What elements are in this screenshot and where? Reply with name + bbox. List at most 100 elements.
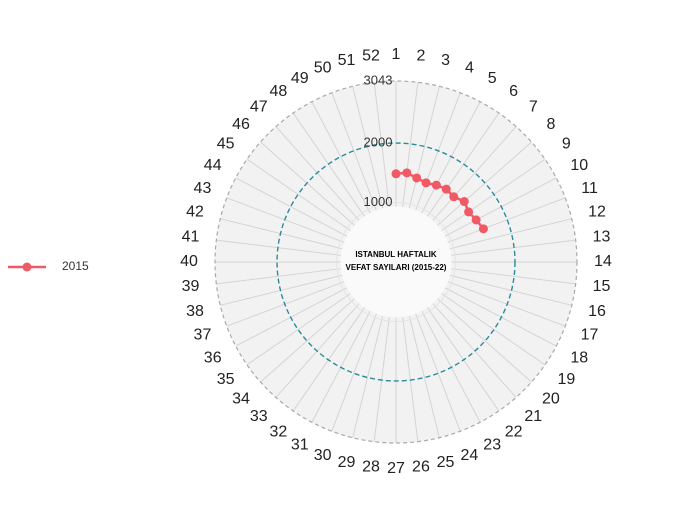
spoke [311, 101, 371, 214]
x-tick-label: 51 [338, 52, 356, 69]
x-tick-label: 19 [557, 371, 575, 388]
spoke [311, 310, 371, 423]
x-tick-label: 31 [291, 437, 309, 454]
spoke [292, 307, 365, 412]
spoke [235, 177, 348, 237]
spoke [260, 298, 355, 383]
spoke [292, 112, 365, 217]
spoke [432, 303, 517, 398]
x-tick-label: 34 [232, 390, 250, 407]
spoke [441, 158, 546, 231]
x-tick-label: 44 [204, 157, 222, 174]
x-tick-label: 43 [194, 180, 212, 197]
x-tick-label: 12 [588, 204, 606, 221]
x-tick-label: 46 [232, 116, 250, 133]
legend-marker [22, 262, 32, 272]
x-tick-label: 20 [542, 390, 560, 407]
spoke [226, 197, 345, 243]
x-tick-label: 11 [581, 180, 598, 197]
spoke [275, 126, 360, 221]
legend-label: 2015 [62, 259, 89, 273]
spoke [373, 82, 390, 207]
spoke [421, 101, 481, 214]
spoke [260, 141, 355, 226]
spoke [427, 307, 500, 412]
x-tick-label: 49 [291, 70, 309, 87]
x-tick-label: 35 [217, 371, 235, 388]
spoke [444, 287, 557, 347]
spoke [226, 281, 345, 327]
spoke [331, 92, 377, 211]
x-tick-label: 39 [182, 278, 200, 295]
x-tick-label: 3 [441, 52, 450, 69]
x-tick-label: 33 [250, 408, 268, 425]
x-tick-label: 36 [204, 349, 222, 366]
data-point [449, 192, 459, 202]
plot-background [215, 81, 577, 443]
data-point [412, 173, 422, 183]
x-tick-label: 13 [593, 228, 611, 245]
data-point [402, 168, 412, 178]
spoke [449, 274, 572, 306]
x-tick-label: 42 [186, 204, 204, 221]
data-point [431, 180, 441, 190]
x-tick-label: 26 [412, 459, 430, 476]
spoke [415, 92, 461, 211]
r-tick-label: 1000 [364, 194, 393, 209]
spoke [408, 315, 440, 438]
spoke [331, 313, 377, 432]
r-tick-label: 2000 [364, 134, 393, 149]
spoke [402, 82, 419, 207]
x-tick-label: 38 [186, 303, 204, 320]
x-tick-label: 1 [392, 46, 401, 63]
spoke [444, 177, 557, 237]
x-tick-label: 15 [593, 278, 611, 295]
x-tick-label: 2 [416, 48, 425, 65]
grid-line [336, 202, 456, 322]
spoke [451, 239, 576, 256]
x-tick-label: 29 [338, 454, 356, 471]
spoke [437, 141, 532, 226]
spoke [275, 303, 360, 398]
x-tick-label: 8 [546, 116, 555, 133]
x-tick-label: 32 [270, 424, 288, 441]
x-tick-label: 6 [509, 83, 518, 100]
x-tick-label: 9 [562, 136, 571, 153]
spoke [427, 112, 500, 217]
x-tick-label: 10 [570, 157, 588, 174]
x-tick-label: 22 [505, 424, 523, 441]
x-tick-label: 17 [581, 327, 599, 344]
x-tick-label: 25 [437, 454, 455, 471]
grid-line [276, 142, 516, 382]
r-tick-label: 3043 [364, 72, 393, 87]
grid-line [214, 80, 578, 444]
spoke [235, 287, 348, 347]
x-tick-label: 45 [217, 136, 235, 153]
spoke [352, 86, 384, 209]
inner-area [340, 206, 452, 318]
x-tick-label: 18 [570, 349, 588, 366]
x-tick-label: 52 [362, 48, 380, 65]
chart-title: ISTANBUL HAFTALIK [355, 250, 437, 259]
x-tick-label: 30 [314, 447, 332, 464]
x-tick-label: 7 [529, 98, 538, 115]
x-tick-label: 4 [465, 60, 474, 77]
spoke [441, 293, 546, 366]
x-tick-label: 23 [483, 437, 501, 454]
data-point [464, 207, 474, 217]
spoke [421, 310, 481, 423]
x-tick-label: 16 [588, 303, 606, 320]
x-tick-label: 47 [250, 98, 268, 115]
data-point [471, 215, 481, 225]
x-tick-label: 48 [270, 83, 288, 100]
spoke [246, 158, 351, 231]
chart-title: VEFAT SAYILARI (2015-22) [346, 263, 447, 272]
spoke [216, 268, 341, 285]
data-point [391, 169, 401, 179]
x-tick-label: 50 [314, 60, 332, 77]
spoke [373, 317, 390, 442]
x-tick-label: 5 [488, 70, 497, 87]
spoke [449, 218, 572, 250]
data-point [459, 197, 469, 207]
